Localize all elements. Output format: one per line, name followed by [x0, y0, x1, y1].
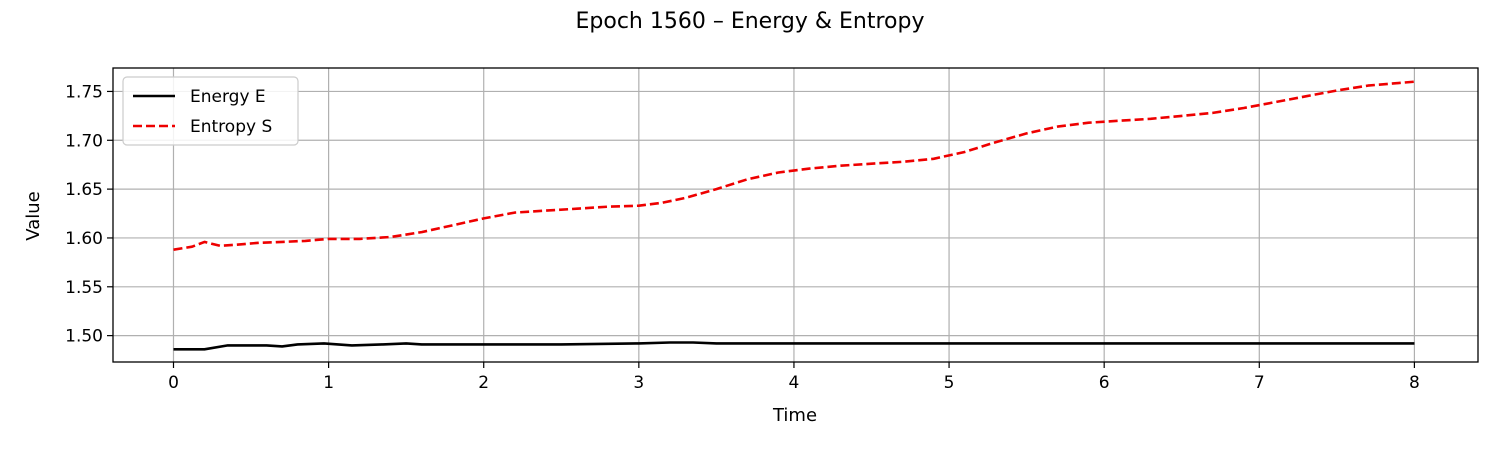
x-tick-label: 3	[633, 373, 644, 393]
y-tick-label: 1.75	[65, 82, 103, 102]
series-layer	[173, 80, 1415, 351]
series-line-2	[173, 80, 1415, 251]
x-tick-label: 5	[944, 373, 955, 393]
x-tick-label: 2	[478, 373, 489, 393]
plot-frame	[112, 67, 1479, 363]
y-tick-label: 1.70	[65, 131, 103, 151]
chart-title: Epoch 1560 – Energy & Entropy	[576, 9, 925, 34]
grid	[113, 68, 1478, 362]
x-tick-label: 7	[1254, 373, 1265, 393]
legend-entry: Energy E	[190, 87, 266, 107]
x-tick-label: 1	[323, 373, 334, 393]
legend: Energy E Entropy S	[122, 76, 299, 146]
y-tick-label: 1.65	[65, 180, 103, 200]
y-axis-label: Value	[23, 191, 44, 240]
x-tick-label: 0	[168, 373, 179, 393]
series-line-1	[173, 341, 1415, 351]
x-tick-label: 4	[789, 373, 800, 393]
legend-entry: Entropy S	[190, 117, 272, 137]
x-tick-label: 6	[1099, 373, 1110, 393]
x-tick-label: 8	[1409, 373, 1420, 393]
x-axis-label: Time	[772, 405, 817, 426]
y-tick-label: 1.55	[65, 278, 103, 298]
ticks: 0 1 2 3 4 5 6 7 8 1.50 1.55 1.60 1.65 1.70 1.75	[65, 82, 1420, 393]
y-tick-label: 1.60	[65, 229, 103, 249]
legend-box	[122, 76, 299, 146]
y-tick-label: 1.50	[65, 327, 103, 347]
